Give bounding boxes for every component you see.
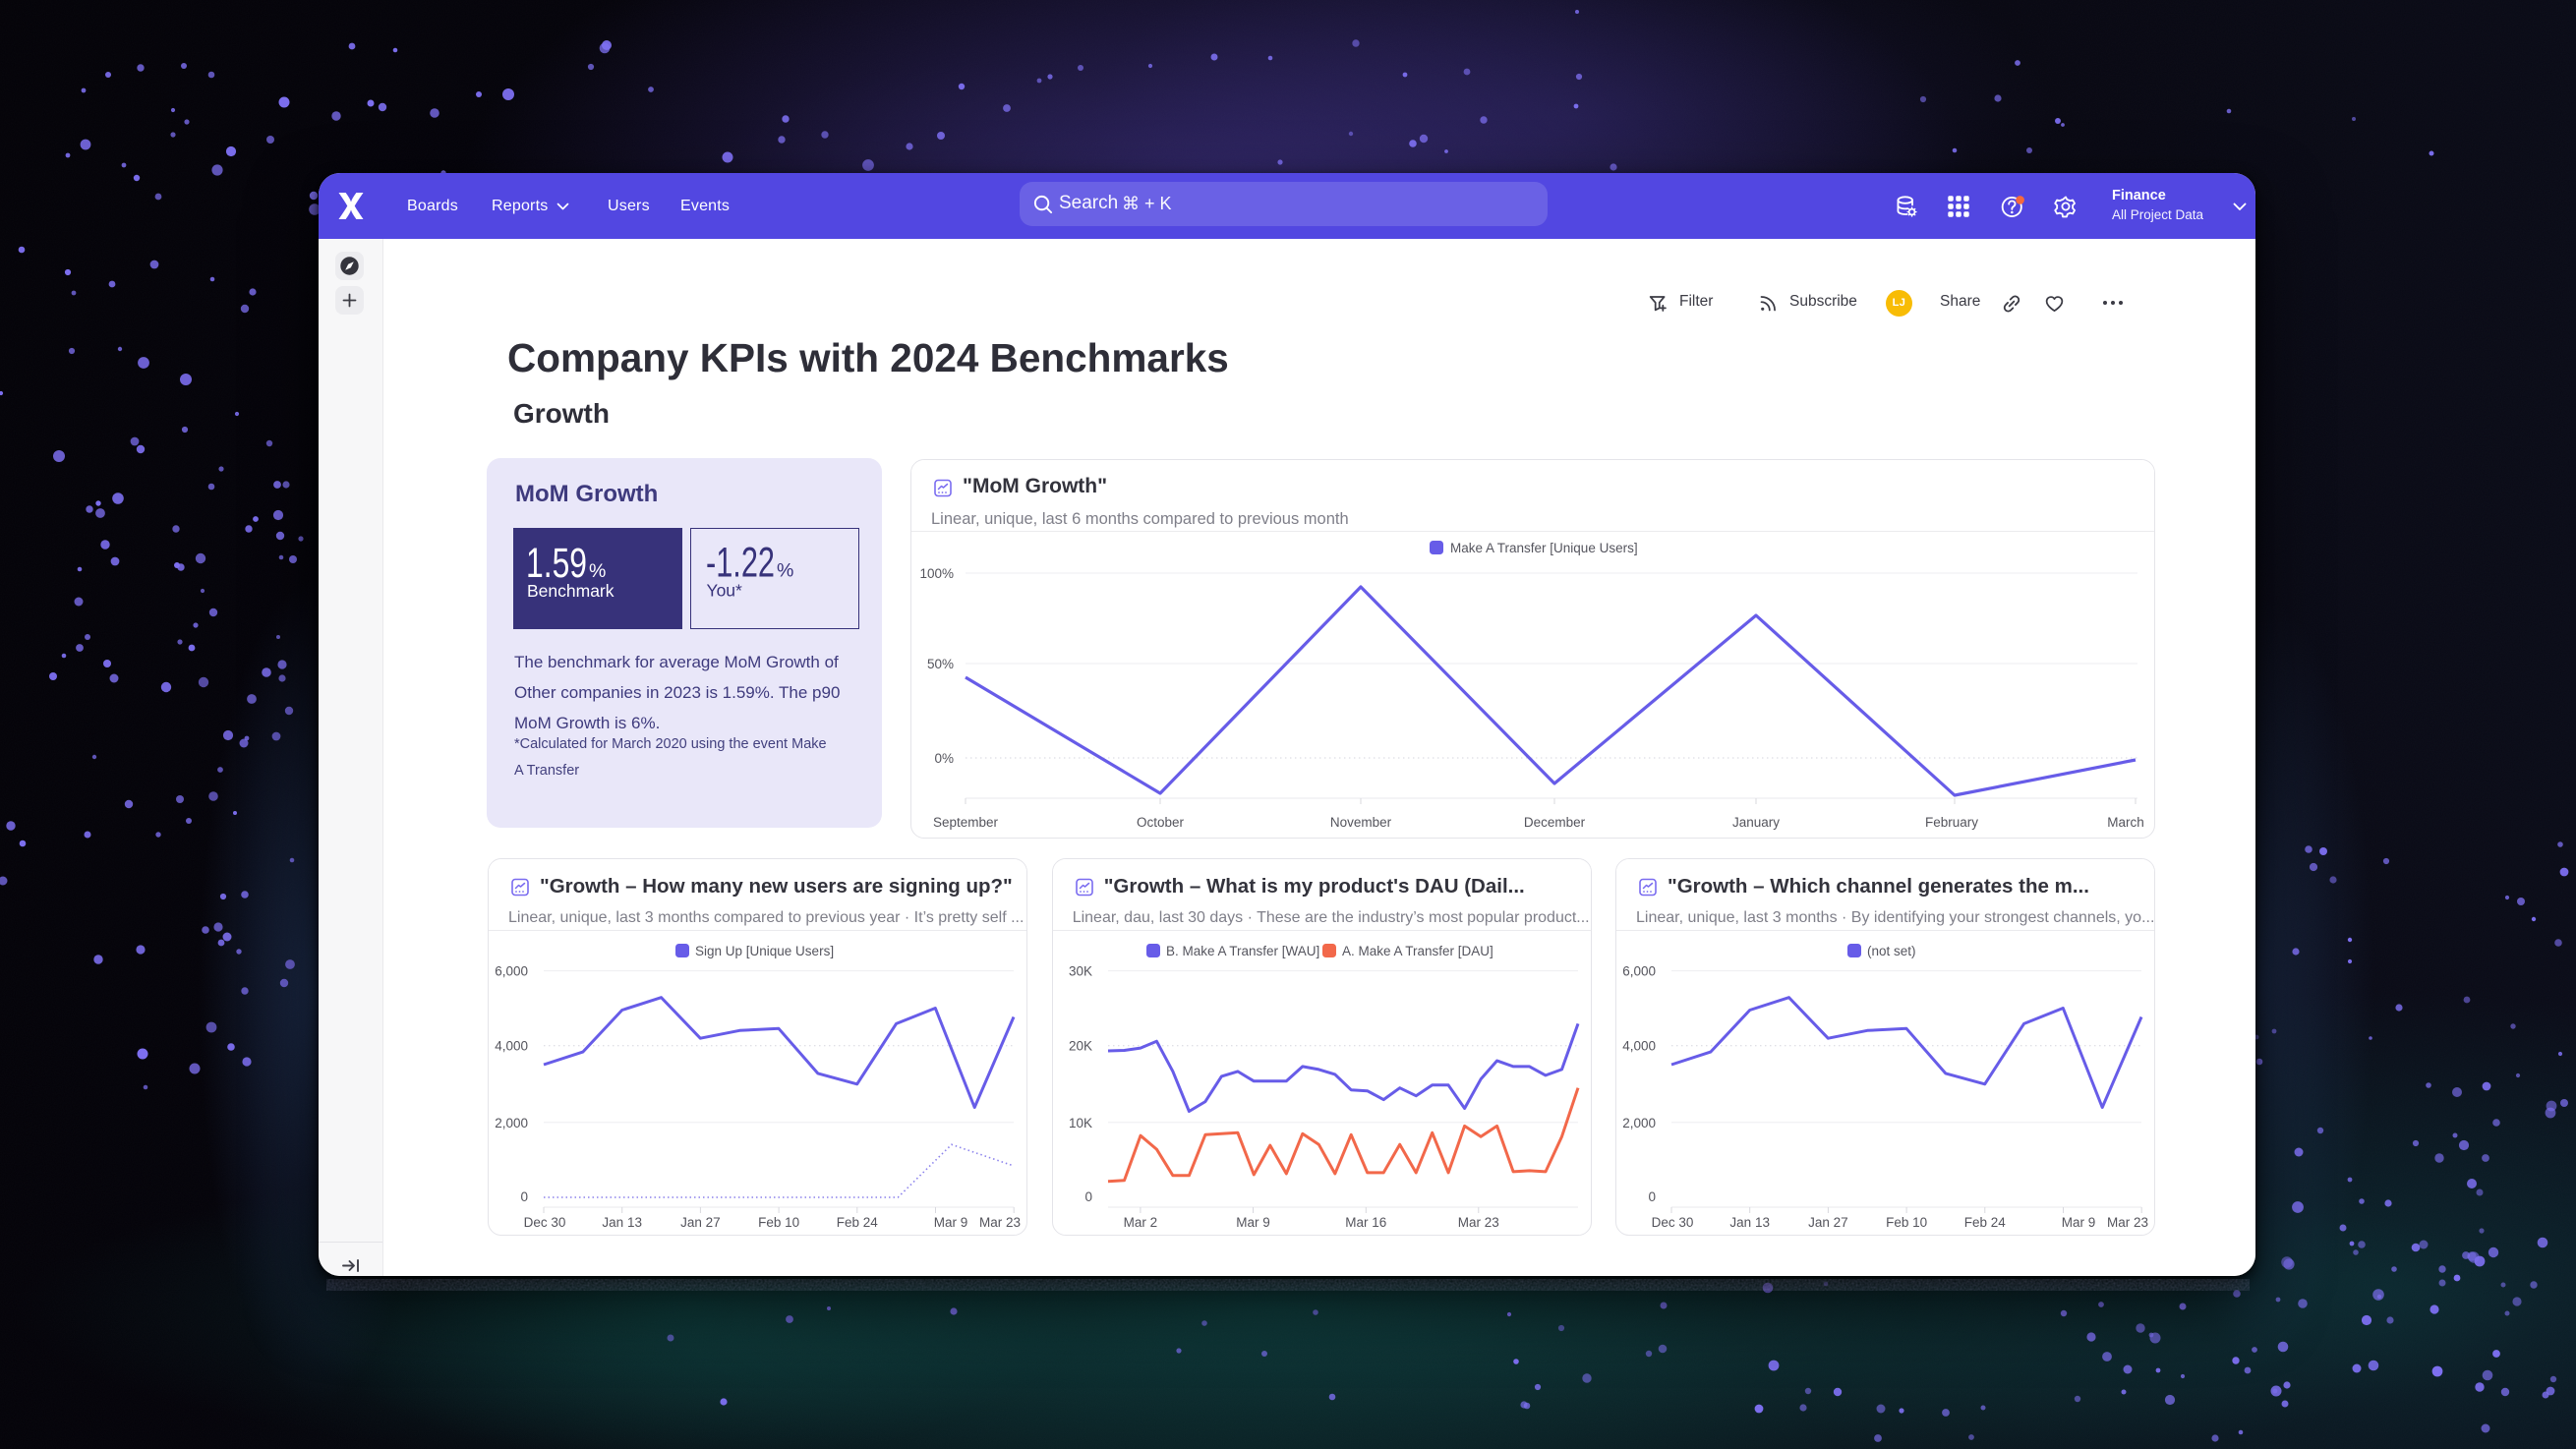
svg-text:2,000: 2,000 — [495, 1116, 528, 1130]
svg-text:Jan 27: Jan 27 — [1808, 1215, 1848, 1230]
svg-text:0: 0 — [520, 1189, 528, 1204]
svg-text:Dec 30: Dec 30 — [1652, 1215, 1694, 1230]
svg-text:(not set): (not set) — [1867, 944, 1916, 958]
svg-text:December: December — [1524, 815, 1586, 830]
svg-text:50%: 50% — [927, 657, 954, 671]
svg-text:Mar 9: Mar 9 — [2062, 1215, 2096, 1230]
svg-text:30K: 30K — [1069, 964, 1092, 979]
svg-text:A. Make A Transfer [DAU]: A. Make A Transfer [DAU] — [1342, 944, 1493, 958]
svg-text:Jan 13: Jan 13 — [1729, 1215, 1770, 1230]
svg-text:Mar 16: Mar 16 — [1345, 1215, 1386, 1230]
svg-text:October: October — [1137, 815, 1185, 830]
svg-text:%: % — [777, 560, 793, 582]
svg-text:Mar 23: Mar 23 — [2107, 1215, 2148, 1230]
svg-text:Mar 2: Mar 2 — [1123, 1215, 1157, 1230]
svg-text:Mar 9: Mar 9 — [934, 1215, 968, 1230]
svg-text:January: January — [1732, 815, 1780, 830]
svg-text:0: 0 — [1648, 1189, 1656, 1204]
svg-text:Jan 13: Jan 13 — [602, 1215, 642, 1230]
svg-text:November: November — [1330, 815, 1392, 830]
svg-text:Feb 24: Feb 24 — [1964, 1215, 2007, 1230]
svg-text:Mar 23: Mar 23 — [979, 1215, 1021, 1230]
svg-text:February: February — [1925, 815, 1978, 830]
svg-text:B. Make A Transfer [WAU]: B. Make A Transfer [WAU] — [1166, 944, 1319, 958]
svg-text:Dec 30: Dec 30 — [524, 1215, 566, 1230]
svg-text:Benchmark: Benchmark — [527, 581, 615, 601]
svg-text:Sign Up [Unique Users]: Sign Up [Unique Users] — [695, 944, 834, 958]
svg-text:0%: 0% — [934, 751, 954, 766]
svg-text:%: % — [589, 560, 606, 582]
svg-text:Mar 9: Mar 9 — [1236, 1215, 1270, 1230]
svg-text:1.59: 1.59 — [526, 541, 587, 587]
svg-text:March: March — [2107, 815, 2144, 830]
svg-text:September: September — [933, 815, 999, 830]
svg-text:4,000: 4,000 — [1622, 1039, 1656, 1054]
svg-text:0: 0 — [1084, 1189, 1092, 1204]
svg-text:10K: 10K — [1069, 1116, 1092, 1130]
svg-text:Feb 10: Feb 10 — [1886, 1215, 1927, 1230]
svg-text:Jan 27: Jan 27 — [680, 1215, 721, 1230]
svg-text:-1.22: -1.22 — [706, 541, 775, 587]
svg-text:2,000: 2,000 — [1622, 1116, 1656, 1130]
svg-text:4,000: 4,000 — [495, 1039, 528, 1054]
svg-text:Make A Transfer [Unique Users]: Make A Transfer [Unique Users] — [1450, 541, 1638, 555]
svg-text:20K: 20K — [1069, 1039, 1092, 1054]
svg-text:6,000: 6,000 — [495, 964, 528, 979]
svg-text:100%: 100% — [919, 566, 954, 581]
svg-text:Feb 10: Feb 10 — [758, 1215, 799, 1230]
svg-text:Mar 23: Mar 23 — [1457, 1215, 1498, 1230]
svg-text:6,000: 6,000 — [1622, 964, 1656, 979]
svg-text:Feb 24: Feb 24 — [837, 1215, 879, 1230]
svg-text:You*: You* — [707, 581, 743, 601]
